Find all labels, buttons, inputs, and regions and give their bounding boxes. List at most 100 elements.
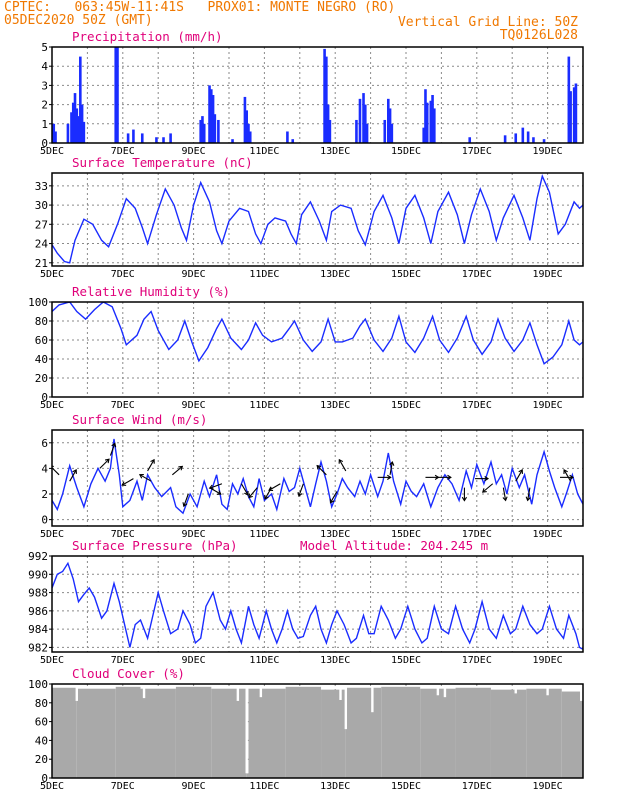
precip-bar [75, 108, 79, 143]
wind-arrow-head [111, 442, 117, 448]
x-tick-label: 19DEC [533, 655, 563, 666]
x-tick-label: 15DEC [391, 146, 421, 157]
x-tick-label: 19DEC [533, 146, 563, 157]
cloud-dip [580, 684, 583, 701]
x-tick-label: 17DEC [462, 781, 492, 792]
cloud-bar [321, 689, 346, 778]
wind-arrow-head [389, 460, 395, 466]
wind-arrow-head [447, 474, 452, 480]
y-tick-label: 80 [35, 315, 48, 328]
cloud-bar [526, 688, 562, 778]
wind-arrow-shaft [99, 458, 110, 469]
precip-bar [355, 119, 358, 143]
x-tick-label: 13DEC [320, 655, 350, 666]
panel-frame [51, 46, 584, 144]
wind-arrow-head [387, 474, 392, 480]
cloud-bar [246, 773, 249, 778]
x-tick-label: 5DEC [40, 529, 64, 540]
cloud-dip [339, 684, 342, 700]
panel-content [52, 438, 583, 515]
precip-bar [211, 95, 215, 143]
wind-arrow-shaft [209, 483, 223, 489]
x-tick-label: 5DEC [40, 400, 64, 411]
panel-frame [51, 555, 584, 653]
y-tick-label: 60 [35, 716, 48, 729]
precip-bar [291, 139, 295, 143]
precip-bar [433, 108, 436, 143]
cloud-bar [76, 688, 116, 778]
wind-arrow-head [563, 469, 568, 474]
precip-bar [514, 133, 518, 143]
precip-bar [286, 131, 289, 143]
x-tick-label: 9DEC [182, 781, 206, 792]
panel-title: Cloud Cover (%) [72, 666, 185, 681]
wind-arrow-head [121, 481, 127, 486]
precip-bar [71, 102, 75, 143]
y-tick-label: 0 [41, 137, 48, 150]
wind-arrow-shaft [183, 493, 189, 507]
header-line1: CPTEC: 063:45W-11:41S PROX01: MONTE NEGR… [4, 0, 396, 15]
wind-arrow-shaft [248, 487, 258, 498]
wind-arrow-shaft [109, 443, 116, 456]
cloud-dip [443, 684, 447, 698]
wind-arrow-shaft [527, 487, 531, 501]
x-tick-label: 13DEC [320, 781, 350, 792]
y-tick-label: 0 [41, 514, 48, 527]
wind-arrow-shaft [563, 469, 572, 482]
series-line [52, 438, 583, 515]
x-tick-label: 11DEC [249, 655, 279, 666]
precip-bar [132, 129, 135, 143]
x-tick-label: 7DEC [111, 400, 135, 411]
precip-bar [387, 98, 390, 143]
y-tick-label: 20 [35, 753, 48, 766]
y-tick-label: 0 [41, 772, 48, 785]
wind-arrow-head [338, 458, 344, 464]
cloud-bar [420, 688, 456, 778]
panel-title: Surface Temperature (nC) [72, 155, 253, 170]
wind-arrow-shaft [121, 478, 134, 486]
precip-bar [468, 137, 472, 143]
wind-arrow-head [216, 490, 222, 495]
x-tick-label: 7DEC [111, 781, 135, 792]
precip-bar [574, 83, 578, 143]
wind-arrow-shaft [482, 483, 494, 493]
wind-arrow-head [208, 484, 214, 490]
y-tick-label: 80 [35, 697, 48, 710]
x-tick-label: 15DEC [391, 269, 421, 280]
panel-title: Precipitation (mm/h) [72, 29, 223, 44]
y-tick-label: 33 [35, 180, 48, 193]
panel-content [52, 561, 583, 650]
x-tick-label: 9DEC [182, 529, 206, 540]
panel-title: Surface Pressure (hPa) [72, 538, 238, 553]
x-tick-label: 7DEC [111, 269, 135, 280]
y-tick-label: 21 [35, 257, 48, 270]
x-tick-label: 11DEC [249, 781, 279, 792]
x-tick-label: 9DEC [182, 400, 206, 411]
y-tick-label: 3 [41, 79, 48, 92]
x-tick-label: 11DEC [249, 529, 279, 540]
panel-title: Relative Humidity (%) [72, 284, 230, 299]
header-grid-note: Vertical Grid Line: 50Z [397, 15, 578, 30]
panel-title: Surface Wind (m/s) [72, 412, 207, 427]
y-tick-label: 4 [41, 462, 48, 475]
precip-bar [521, 127, 525, 143]
wind-arrow-head [484, 476, 490, 482]
x-tick-label: 13DEC [320, 146, 350, 157]
panel-content [52, 174, 583, 264]
precip-bar [358, 98, 362, 143]
panel-content [52, 47, 578, 143]
wind-arrow-head [316, 464, 322, 470]
precip-bar [162, 137, 165, 143]
x-tick-label: 9DEC [182, 146, 206, 157]
y-tick-label: 100 [28, 296, 48, 309]
x-tick-label: 9DEC [182, 655, 206, 666]
precip-bar [116, 47, 119, 143]
y-tick-label: 27 [35, 218, 48, 231]
panel-content [52, 302, 583, 365]
wind-arrow-head [525, 496, 531, 502]
cloud-bar [248, 688, 286, 778]
precip-bar [202, 123, 206, 143]
panel-frame [51, 683, 584, 779]
cloud-bar [345, 687, 382, 778]
